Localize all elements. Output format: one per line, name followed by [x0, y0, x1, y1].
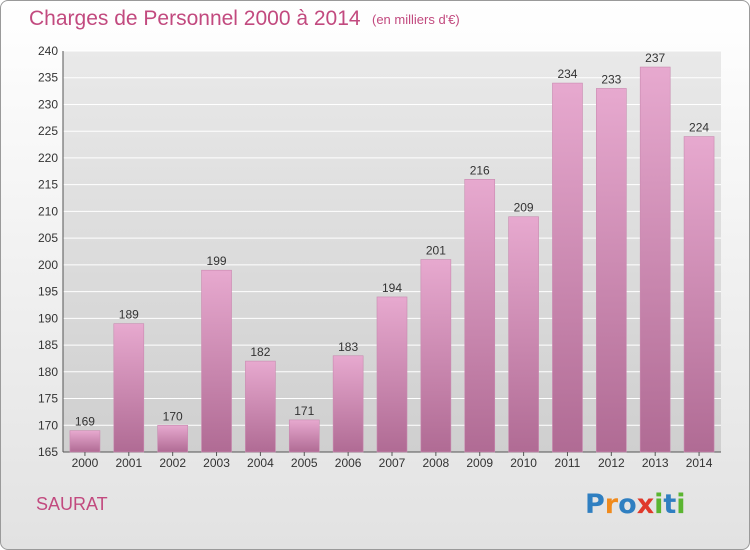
y-tick-label: 240: [38, 44, 58, 58]
chart-subtitle: (en milliers d'€): [372, 12, 460, 27]
y-tick-label: 180: [38, 365, 58, 379]
y-tick-label: 185: [38, 338, 58, 352]
x-tick-label-2010: 2010: [510, 456, 537, 470]
value-label-2011: 234: [557, 67, 577, 81]
value-label-2012: 233: [601, 72, 621, 86]
value-label-2003: 199: [207, 254, 227, 268]
value-label-2004: 182: [250, 345, 270, 359]
logo-letter: x: [636, 489, 655, 520]
bar-2000: [69, 430, 101, 453]
logo-letter: i: [654, 489, 664, 520]
y-tick-label: 205: [38, 231, 58, 245]
x-tick-label-2007: 2007: [379, 456, 406, 470]
value-label-2009: 216: [470, 163, 490, 177]
value-label-2013: 237: [645, 51, 665, 65]
value-label-2000: 169: [75, 415, 95, 429]
value-label-2002: 170: [163, 409, 183, 423]
bar-2013: [639, 66, 671, 453]
logo-letter: t: [663, 489, 677, 520]
bar-2001: [113, 323, 145, 453]
logo-letter: i: [676, 489, 686, 520]
value-label-2001: 189: [119, 308, 139, 322]
x-tick-label-2006: 2006: [335, 456, 362, 470]
value-label-2006: 183: [338, 340, 358, 354]
commune-name: SAURAT: [36, 494, 108, 514]
y-tick-label: 230: [38, 97, 58, 111]
x-tick-label-2014: 2014: [686, 456, 713, 470]
y-tick-label: 225: [38, 124, 58, 138]
bar-2012: [596, 88, 627, 453]
y-tick-label: 190: [38, 311, 58, 325]
y-tick-label: 200: [38, 258, 58, 272]
x-tick-label-2001: 2001: [115, 456, 142, 470]
value-label-2008: 201: [426, 244, 446, 258]
bar-2011: [552, 82, 583, 453]
value-label-2010: 209: [514, 201, 534, 215]
y-tick-label: 170: [38, 418, 58, 432]
y-tick-label: 165: [38, 445, 58, 459]
y-tick-label: 195: [38, 285, 58, 299]
value-label-2014: 224: [689, 121, 709, 135]
x-tick-label-2013: 2013: [642, 456, 669, 470]
bar-2014: [683, 136, 715, 453]
bar-2010: [508, 216, 539, 453]
x-tick-label-2004: 2004: [247, 456, 274, 470]
y-tick-label: 235: [38, 71, 58, 85]
bar-2007: [376, 296, 408, 453]
y-tick-label: 175: [38, 392, 58, 406]
bar-2004: [245, 360, 276, 453]
y-tick-label: 215: [38, 178, 58, 192]
x-tick-label-2011: 2011: [555, 456, 581, 470]
bar-2009: [464, 179, 496, 453]
x-tick-label-2009: 2009: [466, 456, 493, 470]
x-tick-label-2008: 2008: [423, 456, 450, 470]
x-tick-label-2003: 2003: [203, 456, 230, 470]
x-tick-label-2002: 2002: [159, 456, 186, 470]
x-tick-label-2012: 2012: [598, 456, 625, 470]
x-tick-label-2000: 2000: [72, 456, 99, 470]
logo-letter: P: [585, 489, 605, 520]
bar-2003: [201, 269, 232, 453]
x-tick-label-2005: 2005: [291, 456, 318, 470]
logo-letter: o: [618, 489, 637, 520]
chart-title: Charges de Personnel 2000 à 2014: [29, 7, 361, 30]
bar-2005: [288, 419, 320, 453]
y-tick-label: 220: [38, 151, 58, 165]
proxiti-logo: Proxiti: [585, 489, 686, 520]
bar-2002: [157, 424, 188, 453]
bar-2008: [420, 259, 452, 453]
value-label-2005: 171: [294, 404, 314, 418]
logo-letter: r: [604, 489, 619, 520]
value-label-2007: 194: [382, 281, 402, 295]
bar-2006: [332, 355, 364, 453]
y-tick-label: 210: [38, 204, 58, 218]
